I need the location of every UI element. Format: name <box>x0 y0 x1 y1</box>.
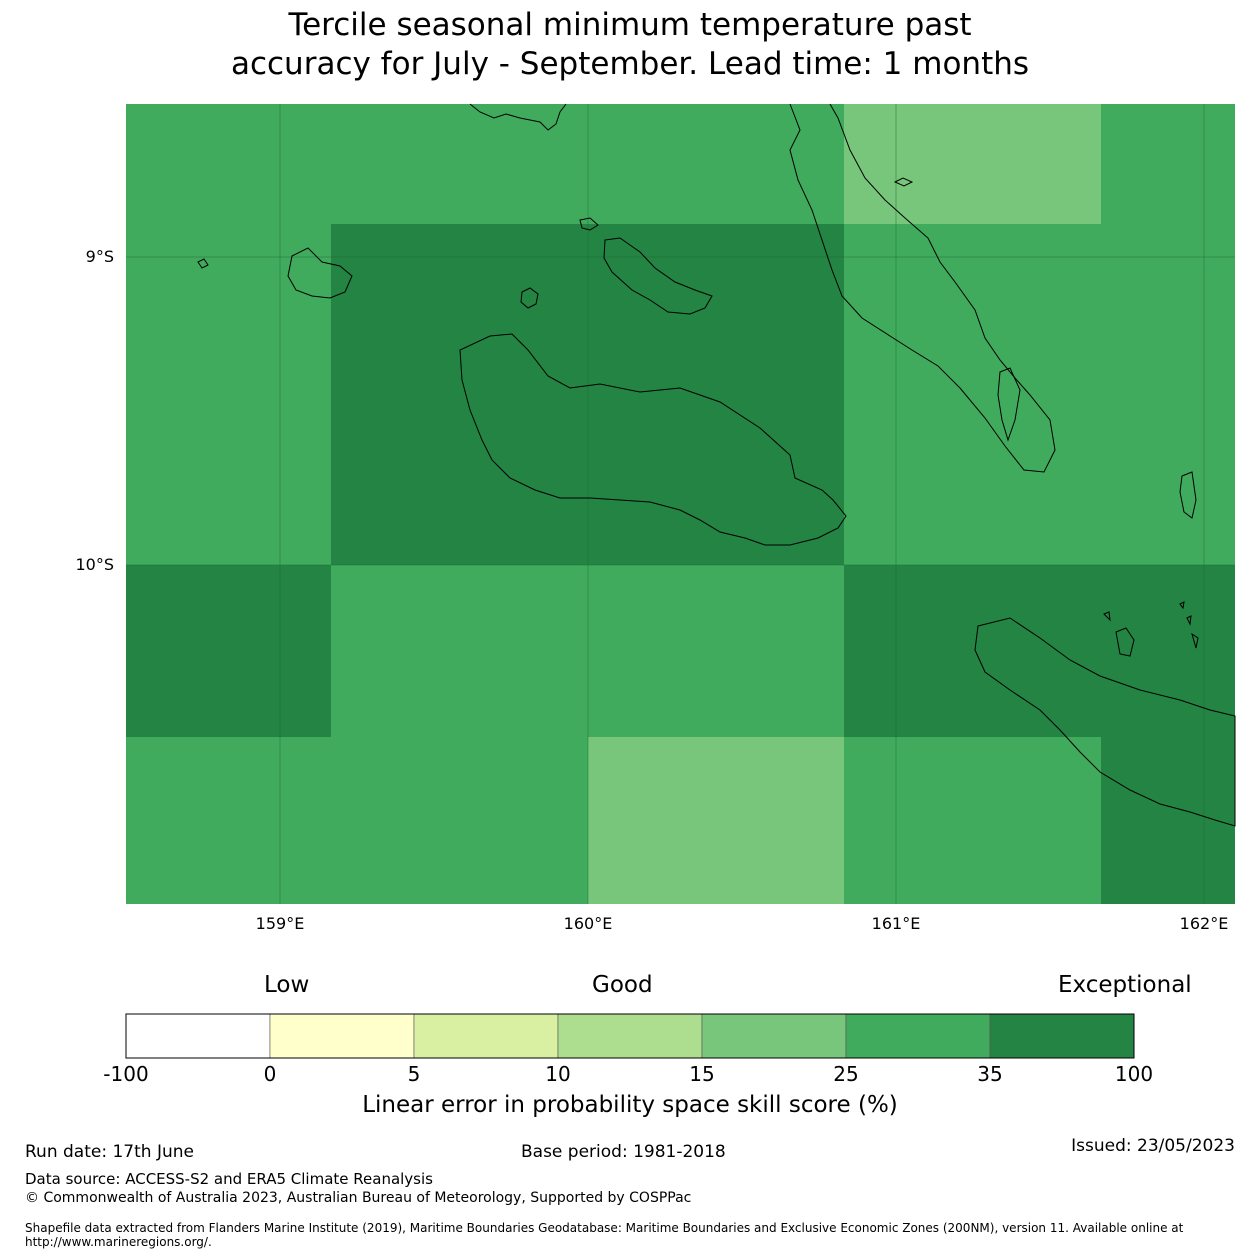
lat-tick-label: 9°S <box>86 247 114 266</box>
colorbar-category-low: Low <box>264 972 310 998</box>
north-islets <box>469 103 567 131</box>
title-line-1: Tercile seasonal minimum temperature pas… <box>288 7 972 43</box>
florida-islands-coast <box>603 237 713 315</box>
cell-r2-c1 <box>126 224 331 565</box>
ugi-island-coast <box>1115 627 1135 657</box>
cell-r1-c3 <box>844 104 1101 224</box>
colorbar-tick-label: 25 <box>833 1062 858 1086</box>
colorbar-tick-label: 10 <box>545 1062 570 1086</box>
colorbar-frame <box>125 1013 1135 1059</box>
colorbar-category-good: Good <box>592 972 653 998</box>
small-islet-1 <box>579 217 599 231</box>
colorbar-tick-label: 0 <box>264 1062 277 1086</box>
colorbar-swatch <box>989 1013 1135 1059</box>
data-source: Data source: ACCESS-S2 and ERA5 Climate … <box>25 1170 433 1188</box>
cell-r3-c3 <box>844 565 1235 737</box>
makira-coast <box>974 617 1236 827</box>
colorbar-tick-label: -100 <box>103 1062 148 1086</box>
lon-tick-label: 160°E <box>564 914 613 933</box>
cell-r3-c2 <box>331 565 844 737</box>
colorbar-swatch <box>557 1013 703 1059</box>
cell-r2-c3 <box>844 224 1235 565</box>
colorbar-tick-label: 35 <box>977 1062 1002 1086</box>
russell-islands-coast <box>287 247 353 299</box>
guadalcanal-coast <box>459 333 847 546</box>
lon-tick-label: 162°E <box>1180 914 1229 933</box>
issued-date: Issued: 23/05/2023 <box>1071 1136 1235 1156</box>
lon-axis-labels: 159°E 160°E 161°E 162°E <box>256 914 1229 933</box>
colorbar-tick-label: 100 <box>1115 1062 1153 1086</box>
colorbar-swatch <box>845 1013 991 1059</box>
cell-r1-c4 <box>1101 104 1235 224</box>
small-island-w <box>197 258 209 269</box>
colorbar-tick-label: 15 <box>689 1062 714 1086</box>
lon-tick-label: 159°E <box>256 914 305 933</box>
colorbar-swatch <box>125 1013 271 1059</box>
cell-r1-c2 <box>331 104 844 224</box>
colorbar: -100 0 5 10 15 25 35 100 <box>103 1013 1153 1086</box>
savo-island-coast <box>520 287 539 309</box>
map-panel <box>126 103 1236 904</box>
cell-r2-c2 <box>331 224 844 565</box>
cell-r4-c3 <box>844 737 1101 904</box>
cell-r4-c2 <box>588 737 844 904</box>
title-line-2: accuracy for July - September. Lead time… <box>230 46 1030 82</box>
lat-tick-label: 10°S <box>75 555 114 574</box>
small-islet-4 <box>1186 615 1192 626</box>
colorbar-category-exceptional: Exceptional <box>1058 972 1192 998</box>
malaita-coast <box>789 103 1056 473</box>
lon-tick-label: 161°E <box>872 914 921 933</box>
colorbar-tick-label: 5 <box>408 1062 421 1086</box>
colorbar-swatch <box>269 1013 415 1059</box>
colorbar-title: Linear error in probability space skill … <box>362 1092 898 1118</box>
small-islet-2 <box>1103 611 1111 622</box>
map-title: Tercile seasonal minimum temperature pas… <box>0 6 1260 84</box>
ulawa-island-coast <box>1179 471 1197 519</box>
copyright-notice: © Commonwealth of Australia 2023, Austra… <box>25 1190 692 1206</box>
cell-r4-c1 <box>126 737 588 904</box>
base-period: Base period: 1981-2018 <box>521 1142 726 1162</box>
cell-r1-c1 <box>126 104 331 224</box>
coastlines <box>197 103 1236 827</box>
colorbar-swatch <box>701 1013 847 1059</box>
small-islet-6 <box>893 177 914 187</box>
small-maramasike <box>997 367 1021 442</box>
cell-r4-c4 <box>1101 737 1235 904</box>
small-islet-3 <box>1179 601 1185 610</box>
run-date: Run date: 17th June <box>25 1142 194 1162</box>
lat-axis-labels: 9°S 10°S <box>75 247 114 574</box>
colorbar-swatch <box>413 1013 559 1059</box>
small-islet-5 <box>1191 632 1199 649</box>
shapefile-credit: Shapefile data extracted from Flanders M… <box>25 1221 1184 1249</box>
graticule <box>126 104 1235 904</box>
cell-r3-c1 <box>126 565 331 737</box>
